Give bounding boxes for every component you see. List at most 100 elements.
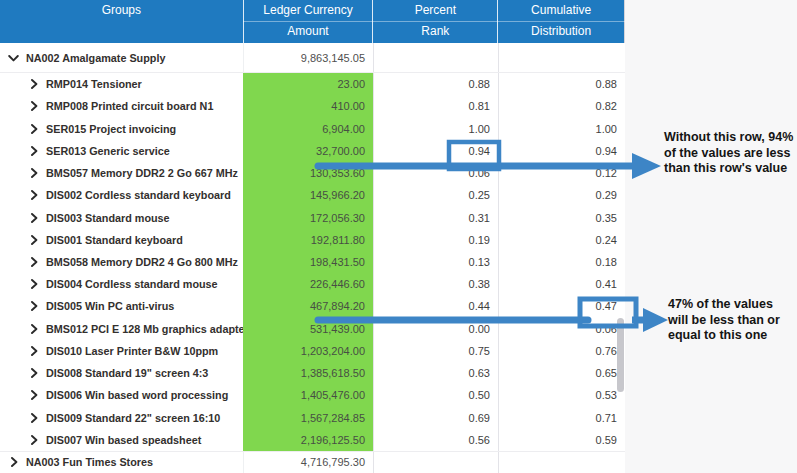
amount-cell[interactable]: 531,439.00	[243, 318, 373, 340]
table-row[interactable]: DIS008 Standard 19" screen 4:3 1,385,618…	[0, 362, 625, 384]
table-row[interactable]: BMS058 Memory DDR2 4 Go 800 MHz 198,431.…	[0, 251, 625, 273]
percent-rank-cell[interactable]	[373, 452, 498, 473]
amount-cell[interactable]: 467,894.20	[243, 295, 373, 317]
table-row[interactable]: DIS004 Cordless standard mouse 226,446.6…	[0, 273, 625, 295]
column-header-groups[interactable]: Groups	[0, 0, 243, 43]
cumulative-distribution-cell[interactable]: 0.71	[498, 407, 625, 429]
percent-rank-cell[interactable]: 0.69	[373, 407, 498, 429]
collapse-icon[interactable]	[8, 52, 19, 63]
cumulative-distribution-cell[interactable]: 0.18	[498, 251, 625, 273]
amount-cell[interactable]: 1,567,284.85	[243, 407, 373, 429]
cumulative-distribution-cell[interactable]: 0.53	[498, 384, 625, 406]
percent-rank-cell[interactable]: 0.06	[373, 162, 498, 184]
percent-rank-cell[interactable]: 0.25	[373, 184, 498, 206]
group-cell: DIS002 Cordless standard keyboard	[0, 184, 243, 206]
percent-rank-cell[interactable]: 0.00	[373, 318, 498, 340]
expand-icon[interactable]	[28, 234, 39, 245]
table-row[interactable]: DIS006 Win based word processing 1,405,4…	[0, 384, 625, 406]
expand-icon[interactable]	[28, 390, 39, 401]
amount-cell[interactable]: 32,700.00	[243, 140, 373, 162]
table-row[interactable]: SER015 Project invoicing 6,904.00 1.00 1…	[0, 117, 625, 139]
cumulative-distribution-cell[interactable]: 0.65	[498, 362, 625, 384]
expand-icon[interactable]	[28, 168, 39, 179]
expand-icon[interactable]	[28, 212, 39, 223]
table-row[interactable]: BMS057 Memory DDR2 2 Go 667 MHz 130,353.…	[0, 162, 625, 184]
percent-rank-cell[interactable]: 0.63	[373, 362, 498, 384]
percent-rank-cell[interactable]: 0.75	[373, 340, 498, 362]
expand-icon[interactable]	[28, 368, 39, 379]
cumulative-distribution-cell[interactable]: 0.47	[498, 295, 625, 317]
percent-rank-cell[interactable]: 0.50	[373, 384, 498, 406]
expand-icon[interactable]	[8, 457, 19, 468]
expand-icon[interactable]	[28, 279, 39, 290]
percent-rank-cell[interactable]: 0.56	[373, 429, 498, 451]
percent-rank-cell[interactable]: 1.00	[373, 117, 498, 139]
amount-cell[interactable]: 192,811.80	[243, 229, 373, 251]
cumulative-distribution-cell[interactable]: 0.59	[498, 429, 625, 451]
cumulative-distribution-cell[interactable]: 0.76	[498, 340, 625, 362]
percent-rank-cell[interactable]: 0.31	[373, 206, 498, 228]
amount-cell[interactable]: 226,446.60	[243, 273, 373, 295]
expand-icon[interactable]	[28, 323, 39, 334]
vertical-scrollbar-thumb[interactable]	[617, 318, 624, 392]
expand-icon[interactable]	[28, 434, 39, 445]
amount-cell[interactable]: 410.00	[243, 95, 373, 117]
expand-icon[interactable]	[28, 412, 39, 423]
cumulative-distribution-cell[interactable]: 0.82	[498, 95, 625, 117]
table-row[interactable]: RMP008 Printed circuit board N1 410.00 0…	[0, 95, 625, 117]
percent-rank-cell[interactable]: 0.13	[373, 251, 498, 273]
expand-icon[interactable]	[28, 123, 39, 134]
amount-cell[interactable]: 198,431.50	[243, 251, 373, 273]
table-row[interactable]: DIS009 Standard 22" screen 16:10 1,567,2…	[0, 407, 625, 429]
expand-icon[interactable]	[28, 145, 39, 156]
percent-rank-cell[interactable]: 0.19	[373, 229, 498, 251]
percent-rank-cell[interactable]: 0.88	[373, 73, 498, 95]
expand-icon[interactable]	[28, 190, 39, 201]
table-row[interactable]: DIS005 Win PC anti-virus 467,894.20 0.44…	[0, 295, 625, 317]
amount-cell[interactable]: 4,716,795.30	[243, 452, 373, 473]
group-label: DIS004 Cordless standard mouse	[46, 278, 218, 290]
cumulative-distribution-cell[interactable]	[498, 452, 625, 473]
amount-cell[interactable]: 2,196,125.50	[243, 429, 373, 451]
table-row[interactable]: DIS002 Cordless standard keyboard 145,96…	[0, 184, 625, 206]
amount-cell[interactable]: 1,405,476.00	[243, 384, 373, 406]
percent-rank-cell[interactable]: 0.44	[373, 295, 498, 317]
group-cell: BMS058 Memory DDR2 4 Go 800 MHz	[0, 251, 243, 273]
amount-cell[interactable]: 1,385,618.50	[243, 362, 373, 384]
amount-cell[interactable]: 6,904.00	[243, 117, 373, 139]
table-row[interactable]: RMP014 Tensioner 23.00 0.88 0.88	[0, 73, 625, 95]
table-row[interactable]: BMS012 PCI E 128 Mb graphics adapter 531…	[0, 318, 625, 340]
amount-cell[interactable]: 130,353.60	[243, 162, 373, 184]
table-row[interactable]: NA003 Fun Times Stores 4,716,795.30	[0, 451, 625, 473]
table-row[interactable]: NA002 Amalgamate Supply 9,863,145.05	[0, 43, 625, 73]
amount-cell[interactable]: 9,863,145.05	[243, 43, 373, 72]
percent-rank-cell[interactable]	[373, 43, 498, 72]
table-row[interactable]: SER013 Generic service 32,700.00 0.94 0.…	[0, 140, 625, 162]
amount-cell[interactable]: 145,966.20	[243, 184, 373, 206]
amount-cell[interactable]: 23.00	[243, 73, 373, 95]
cumulative-distribution-cell[interactable]: 0.06	[498, 318, 625, 340]
table-row[interactable]: DIS003 Standard mouse 172,056.30 0.31 0.…	[0, 206, 625, 228]
percent-rank-cell[interactable]: 0.94	[373, 140, 498, 162]
table-row[interactable]: DIS001 Standard keyboard 192,811.80 0.19…	[0, 229, 625, 251]
cumulative-distribution-cell[interactable]: 0.94	[498, 140, 625, 162]
cumulative-distribution-cell[interactable]	[498, 43, 625, 72]
expand-icon[interactable]	[28, 301, 39, 312]
amount-cell[interactable]: 1,203,204.00	[243, 340, 373, 362]
table-row[interactable]: DIS007 Win based speadsheet 2,196,125.50…	[0, 429, 625, 451]
table-row[interactable]: DIS010 Laser Printer B&W 10ppm 1,203,204…	[0, 340, 625, 362]
amount-cell[interactable]: 172,056.30	[243, 206, 373, 228]
percent-rank-cell[interactable]: 0.38	[373, 273, 498, 295]
expand-icon[interactable]	[28, 256, 39, 267]
cumulative-distribution-cell[interactable]: 0.24	[498, 229, 625, 251]
expand-icon[interactable]	[28, 101, 39, 112]
expand-icon[interactable]	[28, 345, 39, 356]
percent-rank-cell[interactable]: 0.81	[373, 95, 498, 117]
cumulative-distribution-cell[interactable]: 1.00	[498, 117, 625, 139]
cumulative-distribution-cell[interactable]: 0.35	[498, 206, 625, 228]
cumulative-distribution-cell[interactable]: 0.29	[498, 184, 625, 206]
cumulative-distribution-cell[interactable]: 0.88	[498, 73, 625, 95]
cumulative-distribution-cell[interactable]: 0.41	[498, 273, 625, 295]
cumulative-distribution-cell[interactable]: 0.12	[498, 162, 625, 184]
expand-icon[interactable]	[28, 79, 39, 90]
